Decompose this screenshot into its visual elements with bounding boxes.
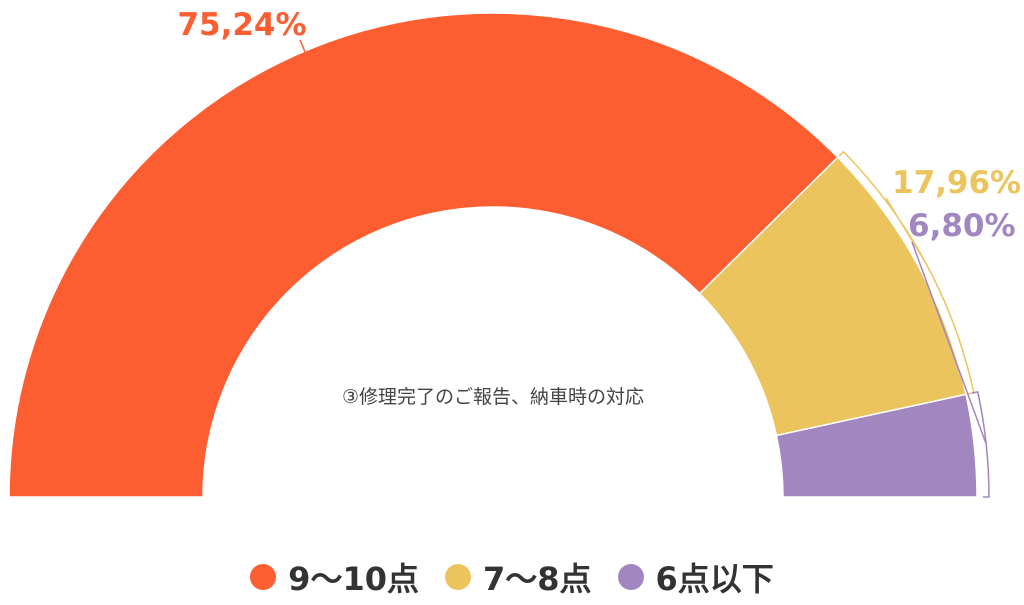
slice-label-9-10: 75,24% bbox=[177, 7, 306, 43]
legend-label-7-8: 7〜8点 bbox=[482, 560, 592, 598]
slice-label-7-8: 17,96% bbox=[892, 165, 1021, 201]
chart-leader-lines bbox=[299, 39, 990, 498]
leader-bracket-6-below bbox=[911, 241, 990, 498]
legend-item-6-below: 6点以下 bbox=[617, 554, 774, 600]
legend-marker-7-8 bbox=[444, 564, 471, 590]
legend-item-9-10: 9〜10点 bbox=[250, 554, 419, 600]
legend-marker-6-below bbox=[617, 564, 644, 590]
slice-9-10 bbox=[8, 12, 839, 498]
legend-label-6-below: 6点以下 bbox=[655, 560, 774, 598]
legend-label-9-10: 9〜10点 bbox=[288, 560, 419, 598]
slice-label-6-below: 6,80% bbox=[908, 208, 1016, 244]
slice-6-below bbox=[775, 393, 978, 498]
chart-subtitle: ③修理完了のご報告、納車時の対応 bbox=[342, 386, 644, 408]
legend-marker-9-10 bbox=[250, 564, 277, 590]
chart-legend: 9〜10点 7〜8点 6点以下 bbox=[0, 552, 1024, 602]
legend-item-7-8: 7〜8点 bbox=[444, 554, 592, 600]
chart-slices bbox=[8, 12, 978, 498]
leader-bracket-7-8 bbox=[838, 150, 975, 395]
leader-line-9-10 bbox=[299, 39, 306, 53]
